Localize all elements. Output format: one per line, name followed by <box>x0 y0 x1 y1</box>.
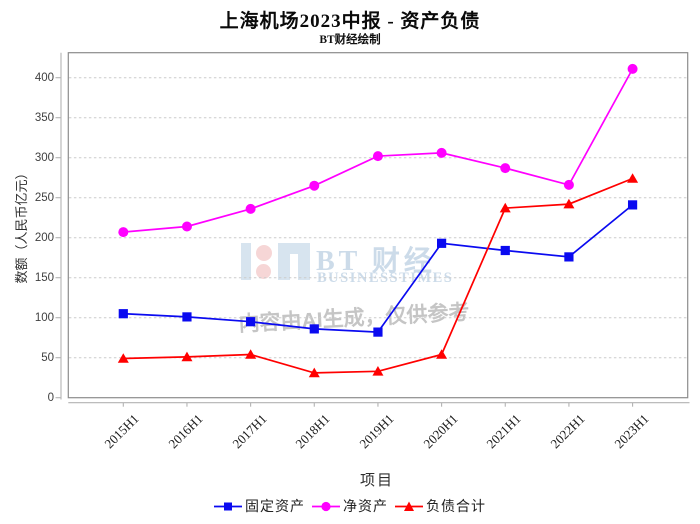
marker-net-assets-2019H1 <box>372 151 383 162</box>
marker-fixed-assets-2018H1 <box>309 324 319 334</box>
marker-total-liabilities-2017H1 <box>245 349 257 359</box>
y-axis-title: 数额（人民币亿元） <box>14 166 29 284</box>
legend-triangle-icon <box>395 501 423 511</box>
y-tick-label-100: 100 <box>34 311 54 324</box>
marker-total-liabilities-2018H1 <box>308 367 320 378</box>
y-tick-label-0: 0 <box>47 391 54 404</box>
marker-total-liabilities-2020H1 <box>436 349 448 359</box>
marker-net-assets-2018H1 <box>309 180 320 191</box>
logo-n-shape <box>298 254 310 280</box>
legend-item-total-liabilities: 负债合计 <box>395 496 486 516</box>
logo-dot-icon <box>256 245 272 261</box>
logo-n-shape <box>278 243 310 254</box>
marker-fixed-assets-2019H1 <box>373 327 383 337</box>
marker-net-assets-2020H1 <box>436 147 447 158</box>
marker-total-liabilities-2015H1 <box>117 353 129 363</box>
y-tick-label-50: 50 <box>41 351 54 364</box>
x-axis-title: 项目 <box>359 473 394 489</box>
marker-total-liabilities-2019H1 <box>372 366 384 376</box>
legend-item-fixed-assets: 固定资产 <box>214 496 305 516</box>
chart-subtitle: BT财经绘制 <box>319 34 381 46</box>
chart-title: 上海机场2023中报 - 资产负债 <box>219 11 481 32</box>
marker-total-liabilities-2023H1 <box>627 173 639 183</box>
y-tick-label-200: 200 <box>34 231 54 244</box>
legend-label-net-assets: 净资产 <box>343 500 388 515</box>
series-line-fixed-assets <box>123 204 634 333</box>
marker-net-assets-2017H1 <box>245 203 256 214</box>
y-tick-label-250: 250 <box>34 191 54 204</box>
series-line-total-liabilities <box>123 177 633 374</box>
marker-total-liabilities-2016H1 <box>181 351 193 362</box>
y-tick-label-150: 150 <box>34 271 54 284</box>
y-tick-label-350: 350 <box>34 111 54 124</box>
watermark-logo-text: BT 财经 <box>316 246 436 277</box>
legend-label-fixed-assets: 固定资产 <box>245 500 305 515</box>
legend-label-total-liabilities: 负债合计 <box>426 500 486 515</box>
legend: 固定资产 净资产 负债合计 <box>0 496 700 516</box>
marker-total-liabilities-2022H1 <box>563 198 575 209</box>
marker-net-assets-2021H1 <box>500 163 511 174</box>
y-tick-label-300: 300 <box>34 151 54 164</box>
legend-item-net-assets: 净资产 <box>312 496 388 516</box>
series-line-net-assets <box>123 68 634 233</box>
marker-total-liabilities-2021H1 <box>499 202 511 213</box>
marker-fixed-assets-2017H1 <box>246 317 256 327</box>
marker-fixed-assets-2020H1 <box>437 238 447 248</box>
logo-n-shape <box>278 254 290 280</box>
marker-fixed-assets-2015H1 <box>118 309 128 319</box>
marker-net-assets-2015H1 <box>118 227 129 238</box>
y-tick-label-400: 400 <box>34 71 54 84</box>
marker-net-assets-2016H1 <box>181 221 192 232</box>
logo-bar-shape <box>241 243 251 280</box>
marker-fixed-assets-2021H1 <box>500 245 510 256</box>
legend-circle-icon <box>312 501 340 511</box>
marker-net-assets-2023H1 <box>627 63 638 74</box>
marker-fixed-assets-2022H1 <box>564 252 574 262</box>
plot-border <box>67 52 689 399</box>
marker-fixed-assets-2016H1 <box>182 312 192 322</box>
marker-net-assets-2022H1 <box>563 179 574 190</box>
logo-dot-icon <box>256 264 271 279</box>
marker-fixed-assets-2023H1 <box>627 200 638 210</box>
legend-square-icon <box>214 502 242 510</box>
